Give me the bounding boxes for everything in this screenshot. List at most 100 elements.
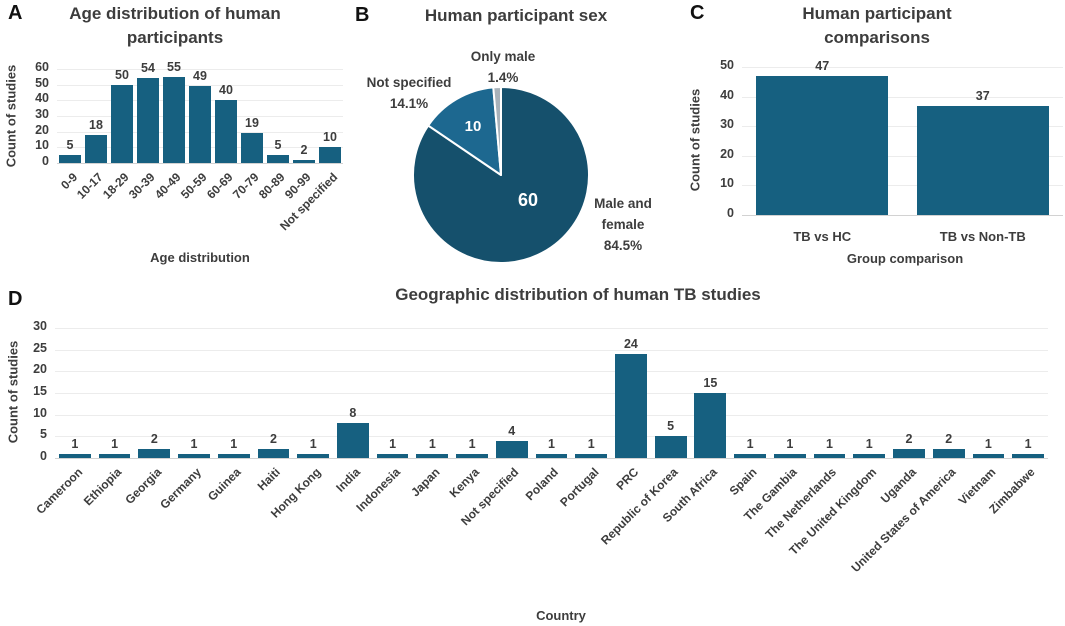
bar <box>654 436 687 458</box>
bar-slot: 50 18-29 <box>100 67 135 202</box>
bar <box>813 453 846 458</box>
plot-area: 5 0-9 18 10-17 50 18-29 54 30-39 55 40-49 49 50-59 4… <box>57 60 343 233</box>
panel-geographic-distribution: D Geographic distribution of human TB st… <box>0 278 1065 626</box>
bar <box>615 354 647 458</box>
bar-slot: 1 Japan <box>408 328 452 499</box>
y-tick-label: 50 <box>720 58 734 72</box>
y-tick-label: 10 <box>35 138 49 153</box>
pie-label-male-female-line2: female <box>601 217 645 232</box>
bar <box>257 449 290 458</box>
y-tick-label: 10 <box>720 176 734 191</box>
x-tick-label: Portugal <box>556 465 602 510</box>
y-tick-label: 0 <box>42 154 49 168</box>
gridline <box>742 96 1063 98</box>
bar-slot: 10 Not specified <box>277 69 343 233</box>
bars-row: 47 TB vs HC 37 TB vs Non-TB <box>742 59 1064 244</box>
pie-chart <box>412 86 590 264</box>
chart-a-plot: 5 0-9 18 10-17 50 18-29 54 30-39 55 40-49 49 50-59 4… <box>0 0 345 278</box>
bar <box>293 159 315 163</box>
pie-label-not-specified: Not specified 14.1% <box>339 72 479 114</box>
chart-d-title: Geographic distribution of human TB stud… <box>395 285 761 304</box>
bar-slot: 4 Not specified <box>458 328 532 528</box>
bar-value-label: 2 <box>269 432 277 447</box>
panel-age-distribution: A Age distribution of human participants… <box>0 0 345 278</box>
bar-value-label: 40 <box>219 83 233 98</box>
x-tick-label: 60-69 <box>204 170 236 202</box>
pie-label-only-male-text: Only male <box>470 49 536 64</box>
bar-value-label: 1 <box>190 436 198 451</box>
bar <box>416 453 449 458</box>
pie-value-male-female: 60 <box>517 190 539 210</box>
bar <box>138 449 171 458</box>
bar-value-label: 37 <box>975 88 990 103</box>
bar-slot: 37 TB vs Non-TB <box>903 67 1064 244</box>
bar-slot: 2 United States of America <box>849 328 969 575</box>
bar <box>1012 453 1044 458</box>
x-tick-label: 18-29 <box>100 170 132 202</box>
bar-slot: 1 The Netherlands <box>763 328 850 541</box>
bar-slot: 49 50-59 <box>178 69 213 202</box>
bar-slot: 1 Portugal <box>557 328 611 509</box>
x-tick-label: Haiti <box>255 465 284 494</box>
bar-value-label: 1 <box>865 436 873 451</box>
bar-value-label: 24 <box>623 337 638 351</box>
x-tick-label: TB vs HC <box>793 229 852 244</box>
bar-slot: 5 80-89 <box>256 69 291 202</box>
bar-slot: 19 70-79 <box>230 69 265 202</box>
chart-b-plot <box>345 0 685 278</box>
y-tick-label: 50 <box>35 75 49 90</box>
x-tick-label: 80-89 <box>256 170 288 202</box>
bar-value-label: 18 <box>89 117 103 132</box>
bar-value-label: 47 <box>815 58 830 73</box>
bar-value-label: 5 <box>667 419 675 434</box>
x-tick-label: Cameroon <box>32 465 85 517</box>
gridline <box>57 84 343 86</box>
bar <box>575 453 608 458</box>
gridline <box>55 393 1048 394</box>
bar <box>189 86 211 163</box>
bar-value-label: 1 <box>428 436 436 451</box>
chart-b-title: Human participant sex <box>424 6 608 25</box>
bar-slot: 24 PRC <box>611 328 651 493</box>
pie-value-not-specified: 10 <box>464 118 482 135</box>
bar-value-label: 5 <box>66 138 74 153</box>
pie-label-only-male-pct: 1.4% <box>487 70 519 85</box>
pie-slice-not-specified <box>427 86 502 176</box>
bar-value-label: 49 <box>193 69 207 84</box>
chart-a-title-line2: participants <box>126 28 224 47</box>
chart-c-x-axis-title: Group comparison <box>846 251 964 266</box>
bar-value-label: 1 <box>389 436 397 451</box>
gridline <box>55 349 1048 351</box>
bar <box>916 105 1049 215</box>
y-tick-label: 40 <box>720 87 734 102</box>
bar-value-label: 50 <box>115 67 129 82</box>
bar-slot: 15 South Africa <box>660 328 731 525</box>
bar-slot: 1 The United Kingdom <box>786 328 889 558</box>
bar-slot: 2 Uganda <box>878 328 929 506</box>
bar-slot: 55 40-49 <box>152 60 187 202</box>
bar-value-label: 1 <box>746 436 754 451</box>
bar <box>241 133 263 163</box>
bar <box>98 453 131 458</box>
bar-slot: 8 India <box>333 328 373 495</box>
bar <box>215 100 237 163</box>
y-tick-label: 10 <box>33 405 47 420</box>
gridline <box>742 215 1063 216</box>
x-tick-label: Poland <box>523 465 562 504</box>
pie-label-only-male: Only male 1.4% <box>433 46 573 88</box>
pie-label-not-specified-pct: 14.1% <box>389 96 429 111</box>
gridline <box>57 163 343 164</box>
chart-c-title-line1: Human participant <box>802 4 952 23</box>
bar-value-label: 1 <box>587 436 595 451</box>
x-tick-label: 10-17 <box>74 170 106 202</box>
bar <box>893 449 925 458</box>
bar <box>163 76 185 163</box>
bar-slot: 2 Haiti <box>254 328 294 493</box>
bar-slot: 1 Zimbabwe <box>987 328 1048 516</box>
bar <box>178 453 210 458</box>
bar <box>58 453 91 458</box>
chart-a-title-line1: Age distribution of human <box>69 4 281 23</box>
bar-slot: 1 Ethiopia <box>81 328 135 508</box>
y-tick-label: 20 <box>35 122 49 137</box>
x-tick-label: Japan <box>407 465 443 500</box>
